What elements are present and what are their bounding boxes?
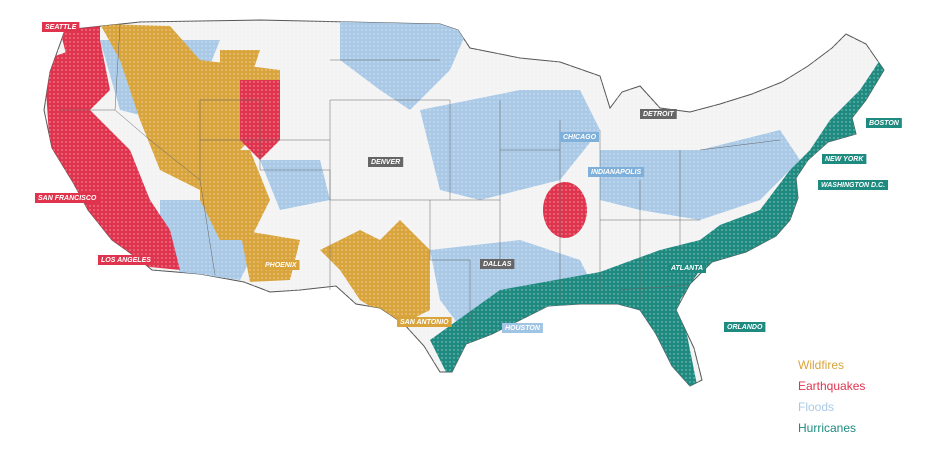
city-badge xyxy=(480,259,515,269)
legend-entry: Earthquakes xyxy=(798,379,865,393)
city-badge xyxy=(866,118,902,128)
city-badge xyxy=(502,323,543,333)
city-label: SAN ANTONIO xyxy=(397,317,452,327)
city-name: WASHINGTON D.C. xyxy=(821,182,885,189)
city-name: CHICAGO xyxy=(563,134,597,141)
city-badge xyxy=(42,22,80,32)
city-badge xyxy=(640,109,677,119)
city-label: SAN FRANCISCO xyxy=(35,193,100,203)
city-badge xyxy=(822,154,867,164)
city-labels: SEATTLE SAN FRANCISCO LOS ANGELES PHOENIX SA… xyxy=(35,22,902,333)
city-name: BOSTON xyxy=(869,120,900,127)
city-label: DALLAS xyxy=(480,259,515,269)
city-badge xyxy=(668,263,707,273)
city-label: NEW YORK xyxy=(822,154,867,164)
city-badge xyxy=(98,255,154,265)
city-name: SAN ANTONIO xyxy=(400,319,449,326)
city-name: ORLANDO xyxy=(727,324,763,331)
city-name: LOS ANGELES xyxy=(101,257,151,264)
legend-entry: Hurricanes xyxy=(798,421,856,435)
city-badge xyxy=(262,260,300,270)
legend-entry: Floods xyxy=(798,400,834,414)
city-badge xyxy=(588,167,645,177)
city-badge xyxy=(368,157,404,167)
city-name: DENVER xyxy=(371,159,400,166)
city-name: ATLANTA xyxy=(670,265,703,272)
city-label: LOS ANGELES xyxy=(98,255,154,265)
city-label: WASHINGTON D.C. xyxy=(818,180,889,190)
city-name: HOUSTON xyxy=(505,325,541,332)
city-label: SEATTLE xyxy=(42,22,80,32)
city-label: INDIANAPOLIS xyxy=(588,167,645,177)
city-label: ORLANDO xyxy=(724,322,766,332)
legend-entry: Wildfires xyxy=(798,358,844,372)
city-badge xyxy=(818,180,889,190)
city-name: SEATTLE xyxy=(45,24,77,31)
city-name: SAN FRANCISCO xyxy=(38,195,97,202)
city-label: PHOENIX xyxy=(262,260,300,270)
city-label: BOSTON xyxy=(866,118,902,128)
city-label: DETROIT xyxy=(640,109,677,119)
city-badge xyxy=(560,132,600,142)
state-borders xyxy=(60,24,781,330)
city-name: PHOENIX xyxy=(265,262,298,269)
city-label: ATLANTA xyxy=(668,263,707,273)
city-name: DALLAS xyxy=(483,261,512,268)
city-name: NEW YORK xyxy=(825,156,864,163)
legend: Wildfires Earthquakes Floods Hurricanes xyxy=(798,358,865,435)
city-badge xyxy=(35,193,100,203)
city-label: HOUSTON xyxy=(502,323,543,333)
city-badge xyxy=(397,317,452,327)
city-label: CHICAGO xyxy=(560,132,600,142)
city-name: INDIANAPOLIS xyxy=(591,169,642,176)
city-name: DETROIT xyxy=(643,111,674,118)
city-label: DENVER xyxy=(368,157,404,167)
city-badge xyxy=(724,322,766,332)
